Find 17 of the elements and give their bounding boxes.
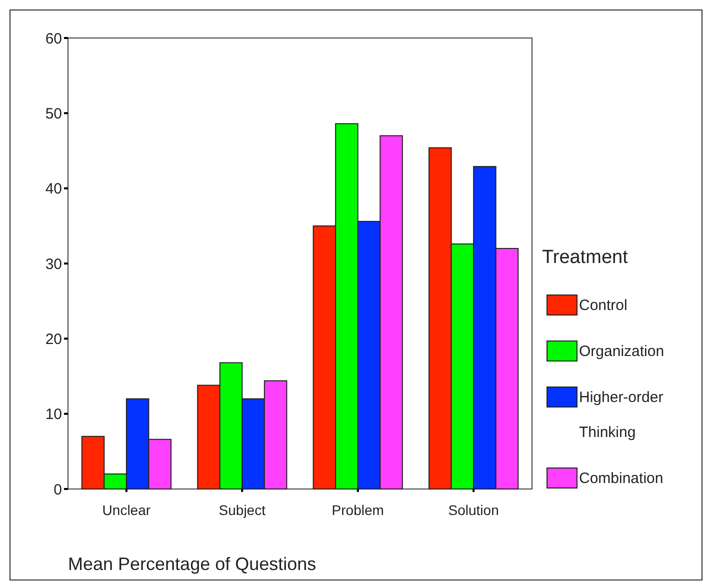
y-tick-label: 10 xyxy=(45,406,62,424)
legend-title: Treatment xyxy=(542,247,629,268)
x-tick-label: Solution xyxy=(448,502,499,518)
y-tick-label: 50 xyxy=(45,105,62,122)
y-tick-label: 60 xyxy=(45,30,62,48)
y-tick-label: 0 xyxy=(54,481,62,498)
x-tick-label: Subject xyxy=(218,502,266,518)
y-tick-label: 40 xyxy=(45,180,62,198)
y-tick-label: 20 xyxy=(45,330,62,348)
text: Higher-order Thinking xyxy=(579,389,664,441)
x-tick-label: Problem xyxy=(332,502,384,518)
legend-label: Organization xyxy=(579,343,664,360)
x-axis-title: Mean Percentage of Questions xyxy=(68,554,316,574)
y-tick-label: 30 xyxy=(45,256,62,273)
legend-label: Control xyxy=(579,297,628,314)
x-tick-label: Unclear xyxy=(102,502,151,518)
legend-label: Combination xyxy=(579,470,664,487)
